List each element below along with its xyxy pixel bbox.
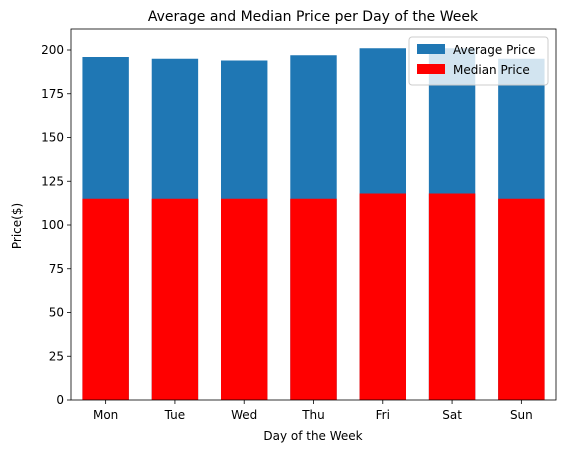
x-tick-label-mon: Mon — [93, 408, 118, 422]
y-tick-label-125: 125 — [41, 174, 64, 188]
y-tick-label-50: 50 — [49, 306, 64, 320]
x-tick-label-thu: Thu — [301, 408, 325, 422]
bar-median-sat — [428, 193, 476, 400]
axes-layer: Mon Tue Wed Thu Fri Sat Sun 0 25 50 75 100 125 150 175… — [41, 28, 557, 422]
legend-swatch-median — [417, 64, 445, 74]
x-tick-label-wed: Wed — [231, 408, 257, 422]
y-tick-label-200: 200 — [41, 43, 64, 57]
x-tick-label-sat: Sat — [442, 408, 462, 422]
x-tick-label-sun: Sun — [510, 408, 533, 422]
bar-median-thu — [290, 198, 337, 400]
legend-label-average: Average Price — [453, 43, 535, 57]
x-axis-label: Day of the Week — [263, 429, 362, 443]
y-tick-label-25: 25 — [49, 349, 64, 363]
bar-median-sun — [498, 198, 545, 400]
bars-layer — [82, 48, 545, 400]
y-tick-label-0: 0 — [56, 393, 64, 407]
bar-median-fri — [359, 193, 406, 400]
y-axis-label: Price($) — [10, 203, 24, 249]
y-tick-label-150: 150 — [41, 131, 64, 145]
y-tick-label-100: 100 — [41, 218, 64, 232]
bar-median-wed — [221, 198, 268, 400]
bar-median-tue — [151, 198, 199, 400]
x-tick-label-tue: Tue — [164, 408, 186, 422]
y-tick-label-175: 175 — [41, 87, 64, 101]
y-tick-label-75: 75 — [49, 262, 64, 276]
legend: Average Price Median Price — [408, 36, 549, 86]
chart-title: Average and Median Price per Day of the … — [148, 9, 479, 25]
bar-median-mon — [82, 198, 129, 400]
legend-swatch-average — [417, 44, 445, 54]
legend-label-median: Median Price — [453, 63, 530, 77]
x-tick-label-fri: Fri — [376, 408, 390, 422]
